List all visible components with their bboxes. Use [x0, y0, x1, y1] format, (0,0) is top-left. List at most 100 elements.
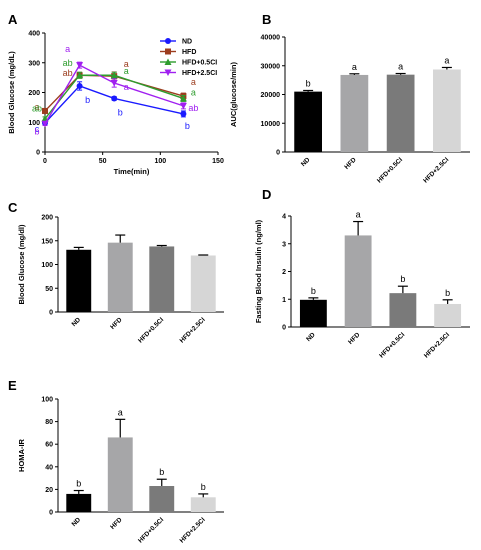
y-tick-label: 10000 — [261, 121, 281, 128]
data-point — [179, 94, 187, 102]
y-tick-label: 0 — [49, 510, 53, 517]
data-point — [41, 120, 49, 128]
data-point — [111, 95, 118, 102]
data-point — [42, 107, 48, 114]
panel-c-bar-chart: C 0 50 100 150 200 Blood Glucose (mg/dl) ND HFD H… — [8, 200, 224, 345]
significance-label: a — [191, 77, 196, 87]
significance-label: b — [400, 274, 405, 284]
y-tick-label: 20000 — [261, 92, 281, 99]
y-tick-label: 100 — [41, 262, 53, 269]
x-category-label: ND — [71, 516, 83, 528]
significance-label: ab — [63, 58, 73, 68]
y-tick-label: 60 — [45, 442, 53, 449]
x-category-label: HFD — [109, 516, 124, 531]
legend-label: ND — [182, 39, 192, 46]
y-tick-label: 40 — [45, 464, 53, 471]
y-tick-label: 20 — [45, 487, 53, 494]
bar — [190, 255, 216, 312]
x-category-label: ND — [300, 156, 312, 168]
significance-label: b — [306, 78, 311, 88]
significance-label: a — [356, 210, 361, 220]
y-tick-label: 3 — [282, 241, 286, 248]
x-category-label: HFD+2.5CI — [179, 516, 207, 544]
bar — [107, 242, 133, 312]
y-tick-label: 400 — [28, 31, 40, 38]
bar — [344, 235, 372, 327]
significance-label: a — [118, 407, 123, 417]
y-tick-label: 80 — [45, 419, 53, 426]
x-category-label: HFD — [343, 156, 358, 171]
significance-label: ab — [32, 104, 42, 114]
bar — [389, 293, 417, 327]
panel-letter: A — [8, 12, 18, 27]
x-axis-title: Time(min) — [114, 167, 150, 176]
significance-label: a — [34, 102, 39, 112]
x-tick-label: 100 — [154, 158, 166, 165]
y-axis-title: Blood Glucose (mg/dL) — [7, 51, 16, 134]
panel-e-bar-chart: E 0 20 40 60 80 100 HOMA-IR b ND a HFD b HFD+0.5CI b HF… — [8, 378, 224, 545]
data-point — [179, 102, 187, 110]
x-category-label: ND — [305, 331, 317, 343]
panel-letter: E — [8, 378, 17, 393]
x-category-label: HFD+0.5CI — [376, 156, 404, 184]
panel-d-bar-chart: D 0 1 2 3 4 Fasting Blood Insulin (ng/ml) b ND a H… — [254, 187, 470, 360]
y-tick-label: 100 — [28, 120, 40, 127]
y-tick-label: 0 — [49, 310, 53, 317]
y-tick-label: 150 — [41, 238, 53, 245]
y-tick-label: 30000 — [261, 63, 281, 70]
bar — [340, 74, 369, 152]
y-tick-label: 2 — [282, 269, 286, 276]
x-category-label: ND — [71, 316, 83, 328]
x-category-label: HFD+0.5CI — [137, 316, 165, 344]
y-axis-title: Blood Glucose (mg/dl) — [17, 224, 26, 305]
data-point — [76, 62, 84, 69]
significance-label: b — [85, 95, 90, 105]
panel-a-line-chart: A 0 100 200 300 400 Blood Glucose (mg/dL) 0 50 10… — [7, 12, 224, 176]
bar — [149, 486, 175, 512]
x-category-label: HFD — [347, 331, 362, 346]
significance-label: b — [118, 107, 123, 117]
significance-label: ab — [188, 103, 198, 113]
x-tick-label: 50 — [99, 158, 107, 165]
significance-label: b — [34, 127, 39, 137]
data-point — [76, 82, 83, 89]
legend-label: HFD — [182, 49, 196, 56]
panel-letter: B — [262, 12, 271, 27]
x-category-label: HFD+2.5CI — [422, 156, 450, 184]
data-point — [164, 58, 172, 65]
data-point — [110, 79, 118, 87]
y-tick-label: 0 — [36, 150, 40, 157]
significance-label: a — [124, 66, 129, 76]
significance-label: b — [201, 482, 206, 492]
significance-label: c — [35, 124, 40, 134]
panel-letter: C — [8, 200, 18, 215]
legend-label: HFD+0.5CI — [182, 60, 217, 67]
y-tick-label: 4 — [282, 214, 286, 221]
series-line — [44, 74, 184, 120]
significance-label: b — [159, 467, 164, 477]
bar — [66, 493, 92, 512]
bar — [434, 303, 462, 327]
series-line — [44, 64, 184, 125]
series-line — [44, 85, 184, 124]
data-point — [76, 71, 84, 79]
y-tick-label: 100 — [41, 397, 53, 404]
y-axis-title: Fasting Blood Insulin (ng/ml) — [254, 219, 263, 323]
bar — [386, 74, 415, 152]
significance-label: b — [185, 121, 190, 131]
significance-label: b — [76, 479, 81, 489]
significance-label: a — [124, 59, 129, 69]
y-tick-label: 200 — [41, 215, 53, 222]
y-tick-label: 50 — [45, 286, 53, 293]
x-tick-label: 0 — [43, 158, 47, 165]
data-point — [164, 69, 172, 76]
y-tick-label: 40000 — [261, 35, 281, 42]
bar — [107, 437, 133, 512]
y-tick-label: 1 — [282, 297, 286, 304]
data-point — [165, 38, 171, 44]
legend-label: HFD+2.5CI — [182, 70, 217, 77]
significance-label: a — [191, 87, 196, 97]
y-tick-label: 0 — [282, 325, 286, 332]
significance-label: a — [398, 62, 403, 72]
